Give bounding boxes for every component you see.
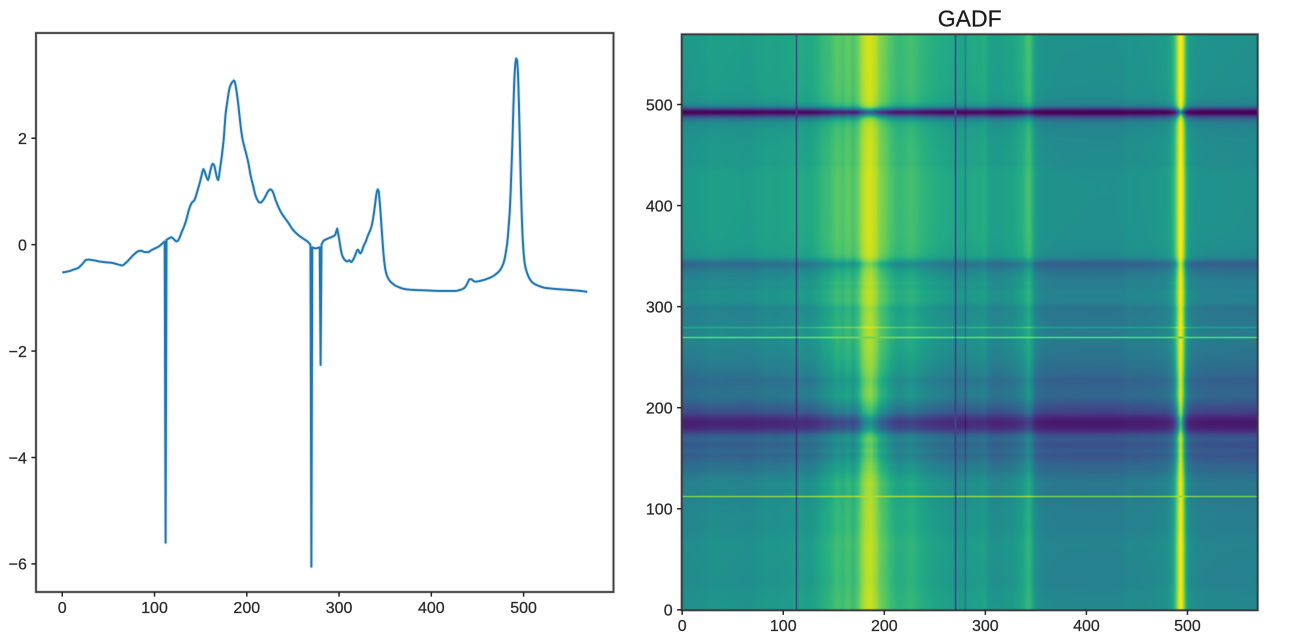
- svg-text:200: 200: [871, 618, 898, 635]
- svg-text:100: 100: [646, 502, 673, 519]
- svg-text:0: 0: [664, 603, 673, 620]
- svg-text:500: 500: [1174, 618, 1201, 635]
- svg-text:200: 200: [646, 400, 673, 417]
- svg-text:400: 400: [646, 198, 673, 215]
- svg-text:−6: −6: [9, 557, 27, 574]
- svg-text:300: 300: [972, 618, 999, 635]
- svg-text:300: 300: [326, 600, 353, 617]
- svg-text:200: 200: [233, 600, 260, 617]
- svg-text:2: 2: [18, 131, 27, 148]
- svg-text:−2: −2: [9, 344, 27, 361]
- svg-text:0: 0: [58, 600, 67, 617]
- svg-text:400: 400: [1073, 618, 1100, 635]
- svg-text:500: 500: [646, 97, 673, 114]
- svg-text:0: 0: [678, 618, 687, 635]
- svg-text:500: 500: [510, 600, 537, 617]
- svg-text:100: 100: [770, 618, 797, 635]
- svg-text:300: 300: [646, 299, 673, 316]
- svg-text:100: 100: [141, 600, 168, 617]
- svg-text:400: 400: [418, 600, 445, 617]
- svg-text:0: 0: [18, 237, 27, 254]
- svg-text:−4: −4: [9, 450, 27, 467]
- svg-text:GADF: GADF: [938, 6, 1002, 32]
